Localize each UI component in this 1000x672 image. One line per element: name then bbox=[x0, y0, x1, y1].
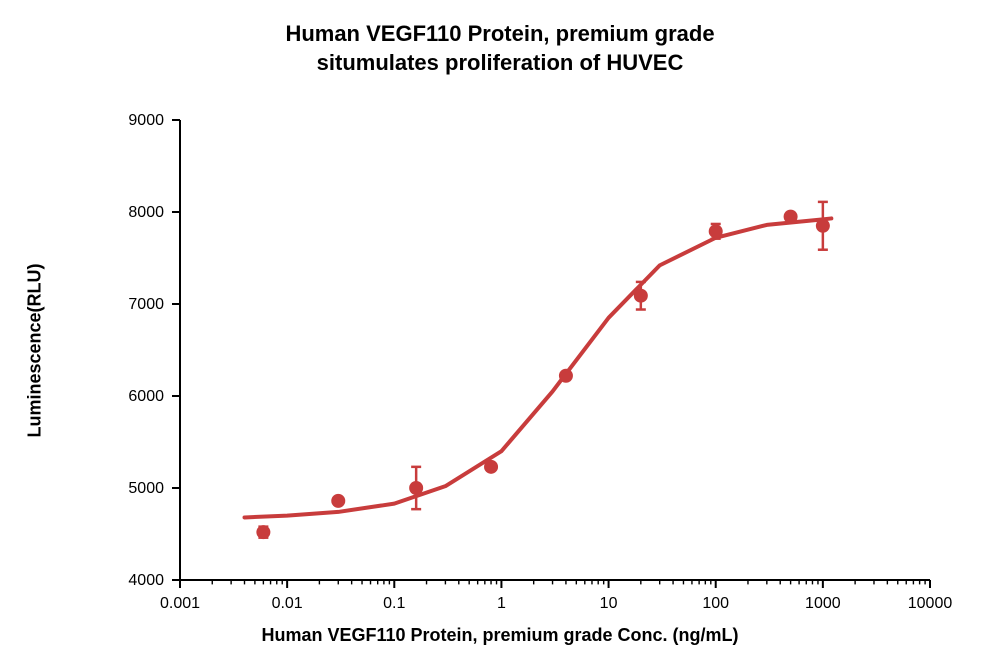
svg-text:5000: 5000 bbox=[128, 480, 164, 497]
svg-text:0.001: 0.001 bbox=[160, 595, 200, 612]
svg-text:7000: 7000 bbox=[128, 296, 164, 313]
svg-text:100: 100 bbox=[702, 595, 729, 612]
svg-text:6000: 6000 bbox=[128, 388, 164, 405]
svg-text:4000: 4000 bbox=[128, 572, 164, 589]
svg-text:10: 10 bbox=[600, 595, 618, 612]
svg-text:8000: 8000 bbox=[128, 204, 164, 221]
svg-text:10000: 10000 bbox=[908, 595, 953, 612]
chart-svg: 4000 5000 6000 7000 8000 9000 0.001 0.01 0.1 1 10 1… bbox=[0, 0, 1000, 672]
svg-text:0.01: 0.01 bbox=[272, 595, 303, 612]
svg-text:0.1: 0.1 bbox=[383, 595, 405, 612]
svg-text:1000: 1000 bbox=[805, 595, 841, 612]
svg-text:1: 1 bbox=[497, 595, 506, 612]
chart-container: Human VEGF110 Protein, premium grade sit… bbox=[0, 0, 1000, 672]
svg-text:9000: 9000 bbox=[128, 112, 164, 129]
